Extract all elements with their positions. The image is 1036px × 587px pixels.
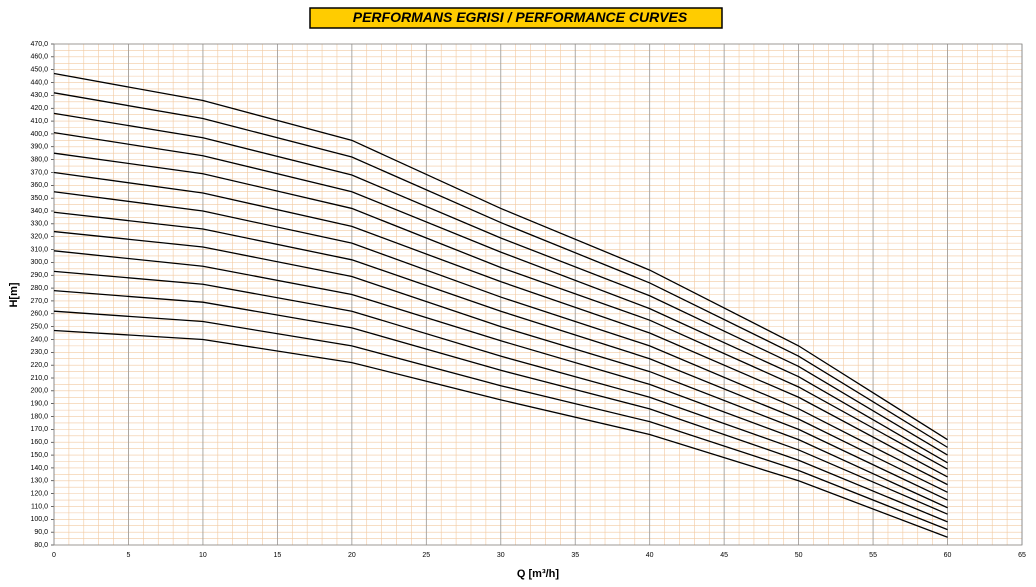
curve <box>53 92 948 448</box>
y-tick-label: 440,0 <box>30 79 48 86</box>
y-tick-label: 150,0 <box>30 452 48 459</box>
y-tick-label: 240,0 <box>30 336 48 343</box>
x-tick-label: 65 <box>1018 552 1026 559</box>
curve <box>53 211 948 493</box>
y-tick-label: 380,0 <box>30 156 48 163</box>
y-tick-label: 250,0 <box>30 323 48 330</box>
y-tick-label: 350,0 <box>30 195 48 202</box>
y-tick-label: 190,0 <box>30 401 48 408</box>
curve <box>53 72 948 441</box>
x-tick-label: 60 <box>944 552 952 559</box>
x-tick-label: 45 <box>720 552 728 559</box>
y-tick-label: 360,0 <box>30 182 48 189</box>
y-tick-label: 330,0 <box>30 221 48 228</box>
y-tick-label: 180,0 <box>30 413 48 420</box>
title-box <box>309 7 723 29</box>
curve <box>53 270 948 515</box>
curve <box>53 171 948 478</box>
y-tick-label: 220,0 <box>30 362 48 369</box>
x-tick-label: 15 <box>273 552 281 559</box>
x-tick-label: 25 <box>422 552 430 559</box>
x-tick-label: 20 <box>348 552 356 559</box>
chart-title: PERFORMANS EGRISI / PERFORMANCE CURVES <box>353 9 688 25</box>
curve <box>53 112 948 456</box>
curve <box>53 191 948 486</box>
y-tick-label: 320,0 <box>30 234 48 241</box>
y-tick-label: 400,0 <box>30 131 48 138</box>
y-tick-label: 210,0 <box>30 375 48 382</box>
y-tick-label: 470,0 <box>30 41 48 48</box>
y-tick-label: 390,0 <box>30 144 48 151</box>
y-tick-label: 410,0 <box>30 118 48 125</box>
curve <box>53 250 948 509</box>
curve <box>53 131 948 464</box>
y-tick-label: 130,0 <box>30 478 48 485</box>
y-tick-label: 310,0 <box>30 246 48 253</box>
y-tick-label: 120,0 <box>30 490 48 497</box>
y-tick-label: 340,0 <box>30 208 48 215</box>
y-tick-label: 170,0 <box>30 426 48 433</box>
y-tick-label: 110,0 <box>31 503 48 510</box>
y-tick-label: 100,0 <box>30 516 48 523</box>
y-tick-label: 450,0 <box>30 67 48 74</box>
y-tick-label: 140,0 <box>30 465 48 472</box>
x-tick-label: 35 <box>571 552 579 559</box>
plot-frame <box>53 43 1023 546</box>
y-tick-label: 80,0 <box>34 542 48 549</box>
y-tick-label: 280,0 <box>30 285 48 292</box>
y-tick-label: 420,0 <box>30 105 48 112</box>
y-tick-label: 230,0 <box>30 349 48 356</box>
y-tick-label: 460,0 <box>30 54 48 61</box>
curve <box>53 230 948 501</box>
x-tick-label: 50 <box>795 552 803 559</box>
curve <box>53 289 948 523</box>
y-tick-label: 290,0 <box>30 272 48 279</box>
x-tick-label: 0 <box>52 552 56 559</box>
curve <box>53 310 948 531</box>
curve <box>53 152 948 470</box>
y-tick-label: 270,0 <box>30 298 48 305</box>
x-axis-label: Q [m³/h] <box>517 568 559 580</box>
y-tick-label: 200,0 <box>30 388 48 395</box>
y-tick-label: 300,0 <box>30 259 48 266</box>
x-tick-label: 40 <box>646 552 654 559</box>
y-tick-label: 160,0 <box>30 439 48 446</box>
x-tick-label: 5 <box>127 552 131 559</box>
x-tick-label: 30 <box>497 552 505 559</box>
curve <box>53 329 948 538</box>
y-tick-label: 370,0 <box>30 169 48 176</box>
y-tick-label: 430,0 <box>30 92 48 99</box>
y-tick-label: 90,0 <box>34 529 48 536</box>
y-tick-label: 260,0 <box>30 311 48 318</box>
y-axis-label: H[m] <box>8 282 20 307</box>
x-tick-label: 55 <box>869 552 877 559</box>
x-tick-label: 10 <box>199 552 207 559</box>
